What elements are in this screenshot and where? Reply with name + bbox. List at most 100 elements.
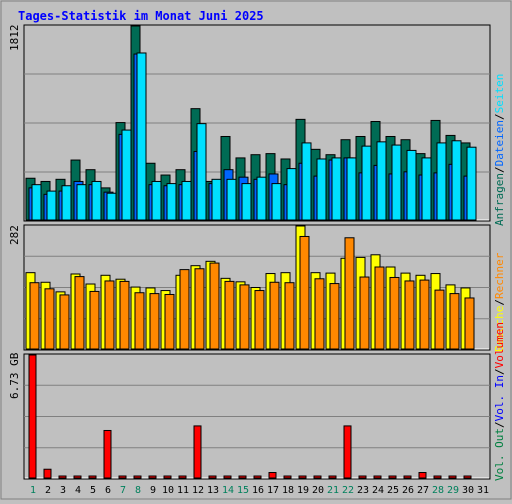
bar-volume-volumen-day-5 [88, 475, 97, 479]
bar-visits-rechner-day-16 [254, 290, 265, 350]
axis-max-label-middle: 282 [8, 225, 21, 245]
bar-volume-volumen-day-22 [343, 425, 352, 479]
day-label-9: 9 [150, 485, 156, 496]
day-label-17: 17 [267, 485, 279, 496]
legend-bottom-part-4: Volumen [493, 322, 506, 368]
bar-volume-volumen-day-30 [463, 475, 472, 479]
bar-volume-volumen-day-1 [28, 354, 37, 479]
bar-requests-seiten-day-24 [376, 141, 387, 221]
bar-volume-volumen-day-20 [313, 475, 322, 479]
day-label-1: 1 [30, 485, 36, 496]
day-label-21: 21 [327, 485, 339, 496]
bar-requests-seiten-day-5 [91, 180, 102, 221]
bar-requests-seiten-day-13 [211, 178, 222, 221]
bar-volume-volumen-day-4 [73, 475, 82, 479]
bar-visits-rechner-day-7 [119, 280, 130, 350]
day-label-13: 13 [207, 485, 219, 496]
bar-requests-seiten-day-9 [151, 180, 162, 221]
bar-requests-seiten-day-28 [436, 142, 447, 221]
bar-volume-volumen-day-25 [388, 475, 397, 479]
day-label-19: 19 [297, 485, 309, 496]
bar-visits-rechner-day-26 [404, 280, 415, 350]
bar-requests-seiten-day-1 [31, 184, 42, 221]
bar-visits-rechner-day-11 [179, 269, 190, 350]
day-label-7: 7 [120, 485, 126, 496]
bar-visits-rechner-day-25 [389, 276, 400, 350]
legend-top-part-1: / [493, 166, 506, 173]
bar-requests-seiten-day-8 [136, 52, 147, 221]
bar-volume-volumen-day-29 [448, 475, 457, 479]
legend-bottom-part-3: / [493, 368, 506, 375]
bar-volume-volumen-day-28 [433, 475, 442, 479]
bar-volume-volumen-day-6 [103, 429, 112, 479]
bar-visits-rechner-day-24 [374, 266, 385, 350]
day-label-11: 11 [177, 485, 189, 496]
bar-visits-rechner-day-2 [44, 288, 55, 350]
legend-middle-part-1: / [493, 299, 506, 306]
axis-max-label-bottom: 6.73 GB [8, 352, 21, 399]
bar-requests-seiten-day-16 [256, 176, 267, 221]
day-label-25: 25 [387, 485, 399, 496]
day-label-18: 18 [282, 485, 294, 496]
day-label-8: 8 [135, 485, 141, 496]
bar-requests-seiten-day-12 [196, 123, 207, 221]
bar-requests-seiten-day-21 [331, 157, 342, 221]
day-label-15: 15 [237, 485, 249, 496]
bar-requests-seiten-day-2 [46, 190, 57, 221]
bar-volume-volumen-day-27 [418, 472, 427, 479]
legend-top-part-2: Dateien [493, 120, 506, 166]
day-label-26: 26 [402, 485, 414, 496]
day-label-29: 29 [447, 485, 459, 496]
bar-volume-volumen-day-11 [178, 475, 187, 479]
bar-volume-volumen-day-13 [208, 475, 217, 479]
bar-visits-rechner-day-27 [419, 279, 430, 350]
day-label-12: 12 [192, 485, 204, 496]
bar-visits-rechner-day-15 [239, 284, 250, 350]
bar-requests-seiten-day-14 [226, 178, 237, 221]
bar-visits-rechner-day-13 [209, 262, 220, 350]
bar-visits-rechner-day-23 [359, 276, 370, 350]
bar-requests-seiten-day-22 [346, 157, 357, 221]
bar-volume-volumen-day-3 [58, 475, 67, 479]
bar-requests-seiten-day-20 [316, 158, 327, 221]
bar-requests-seiten-day-3 [61, 185, 72, 221]
bar-visits-rechner-day-20 [314, 278, 325, 350]
bar-volume-volumen-day-17 [268, 472, 277, 479]
bar-visits-rechner-day-12 [194, 268, 205, 350]
chart-title: Tages-Statistik im Monat Juni 2025 [18, 9, 264, 23]
bars-layer [25, 25, 477, 479]
bar-visits-rechner-day-4 [74, 276, 85, 350]
bar-volume-volumen-day-16 [253, 475, 262, 479]
bar-volume-volumen-day-8 [133, 475, 142, 479]
day-label-20: 20 [312, 485, 324, 496]
bar-requests-seiten-day-18 [286, 168, 297, 221]
bar-volume-volumen-day-26 [403, 475, 412, 479]
bar-requests-seiten-day-7 [121, 129, 132, 221]
bar-volume-volumen-day-7 [118, 475, 127, 479]
bar-requests-seiten-day-27 [421, 157, 432, 221]
day-label-22: 22 [342, 485, 354, 496]
bar-visits-rechner-day-21 [329, 283, 340, 350]
bar-volume-volumen-day-19 [298, 475, 307, 479]
legend-bottom-part-0: Vol. Out [493, 428, 506, 481]
bar-visits-rechner-day-5 [89, 290, 100, 350]
bar-visits-rechner-day-10 [164, 293, 175, 350]
bar-requests-seiten-day-6 [106, 192, 117, 221]
bar-volume-volumen-day-2 [43, 468, 52, 479]
legend-bottom-part-2: Vol. In [493, 375, 506, 421]
legend-top: Anfragen/Dateien/Seiten [493, 74, 506, 226]
day-label-10: 10 [162, 485, 174, 496]
bar-requests-seiten-day-4 [76, 184, 87, 221]
legend-bottom-part-1: / [493, 421, 506, 428]
bar-requests-seiten-day-23 [361, 145, 372, 221]
bar-visits-rechner-day-14 [224, 280, 235, 350]
bar-requests-seiten-day-17 [271, 183, 282, 221]
day-label-2: 2 [45, 485, 51, 496]
bar-visits-rechner-day-1 [29, 282, 40, 350]
day-label-30: 30 [462, 485, 474, 496]
